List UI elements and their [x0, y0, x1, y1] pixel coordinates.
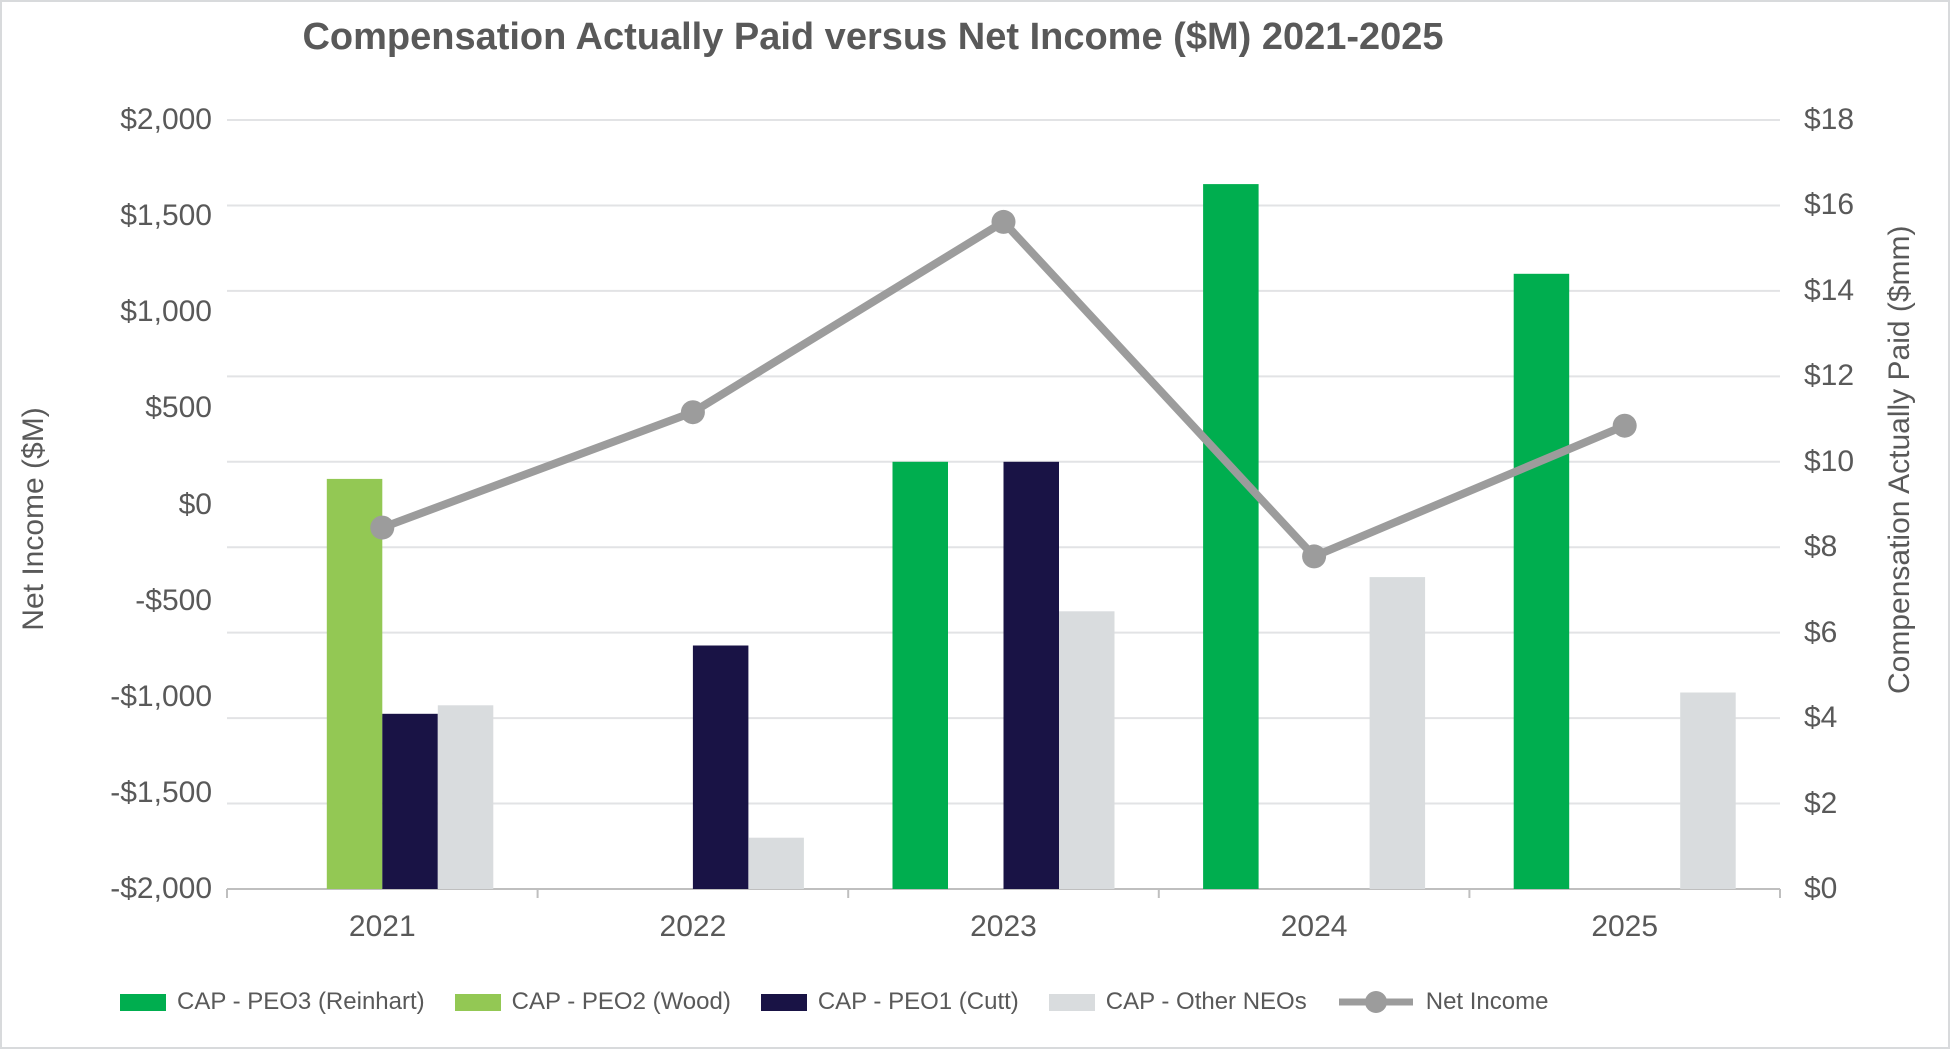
right-axis-tick: $12: [1804, 359, 1855, 393]
right-axis-tick: $8: [1804, 530, 1838, 564]
x-axis-label-2024: 2024: [1280, 910, 1348, 943]
bar-cap-other-neos-2024: [1369, 577, 1426, 889]
net-income-marker-2021: [370, 515, 395, 540]
left-axis-tick: $500: [145, 391, 212, 425]
legend: CAP - PEO3 (Reinhart) CAP - PEO2 (Wood) CA…: [120, 988, 1548, 1016]
net-income-marker-2022: [680, 400, 705, 425]
right-axis-tick: $18: [1804, 103, 1855, 136]
bar-cap-other-neos-2023: [1059, 611, 1115, 889]
bar-cap-peo1-cutt--2022: [692, 645, 749, 889]
legend-label: CAP - PEO3 (Reinhart): [177, 988, 425, 1015]
left-axis-tick: -$500: [135, 583, 212, 617]
net-income-marker-2024: [1302, 544, 1327, 569]
right-axis-title: Compensation Actually Paid ($mm): [1883, 225, 1916, 694]
legend-swatch: [120, 993, 166, 1011]
left-axis-tick: -$1,500: [110, 775, 212, 809]
legend-label: CAP - Other NEOs: [1105, 988, 1307, 1015]
bar-cap-peo1-cutt--2021: [382, 713, 438, 889]
right-axis-tick: $10: [1804, 444, 1855, 478]
net-income-marker-2025: [1612, 413, 1637, 438]
legend-swatch: [454, 993, 501, 1011]
legend-label: CAP - PEO1 (Cutt): [817, 988, 1019, 1015]
right-axis-tick: $16: [1804, 188, 1855, 222]
bar-cap-peo2-wood--2021: [326, 478, 383, 889]
net-income-line: [380, 217, 1627, 561]
x-axis-label-2022: 2022: [659, 910, 727, 943]
legend-label: Net Income: [1425, 988, 1549, 1015]
right-axis-tick: $14: [1804, 273, 1855, 307]
right-axis-tick: $0: [1804, 872, 1838, 905]
bar-cap-other-neos-2025: [1680, 692, 1736, 889]
legend-item-cap-peo3-reinhart-: CAP - PEO3 (Reinhart): [120, 988, 425, 1016]
bar-cap-peo3-reinhart--2025: [1513, 273, 1570, 889]
left-axis-tick: -$2,000: [110, 872, 212, 905]
left-axis-tick: -$1,000: [110, 679, 212, 713]
bar-cap-other-neos-2022: [748, 837, 804, 889]
x-axis-label-2021: 2021: [348, 910, 416, 943]
left-axis-tick: $0: [178, 487, 212, 521]
legend-item-cap-other-neos: CAP - Other NEOs: [1048, 988, 1307, 1016]
legend-swatch: [1048, 993, 1095, 1011]
bar-cap-peo1-cutt--2023: [1003, 461, 1059, 889]
x-axis-label-2023: 2023: [970, 910, 1037, 943]
net-income-marker-2023: [991, 209, 1016, 234]
bar-cap-peo3-reinhart--2024: [1203, 184, 1259, 890]
left-axis-tick: $1,000: [120, 295, 212, 329]
legend-line-marker: [1338, 991, 1413, 1013]
legend-item-cap-peo2-wood-: CAP - PEO2 (Wood): [454, 988, 731, 1016]
bar-cap-other-neos-2021: [437, 705, 494, 889]
left-axis-title: Net Income ($M): [17, 407, 50, 631]
bar-cap-peo3-reinhart--2023: [892, 461, 948, 889]
legend-item-cap-peo1-cutt-: CAP - PEO1 (Cutt): [760, 988, 1019, 1016]
legend-label: CAP - PEO2 (Wood): [511, 988, 731, 1015]
right-axis-tick: $4: [1804, 701, 1838, 735]
legend-item-net-income: Net Income: [1337, 988, 1549, 1016]
right-axis-tick: $2: [1804, 786, 1838, 820]
chart-title: Compensation Actually Paid versus Net In…: [302, 16, 1444, 58]
legend-swatch: [760, 993, 807, 1011]
left-axis-tick: $1,500: [120, 199, 212, 233]
x-axis-label-2025: 2025: [1591, 910, 1659, 943]
left-axis-tick: $2,000: [120, 103, 212, 136]
right-axis-tick: $6: [1804, 615, 1838, 649]
